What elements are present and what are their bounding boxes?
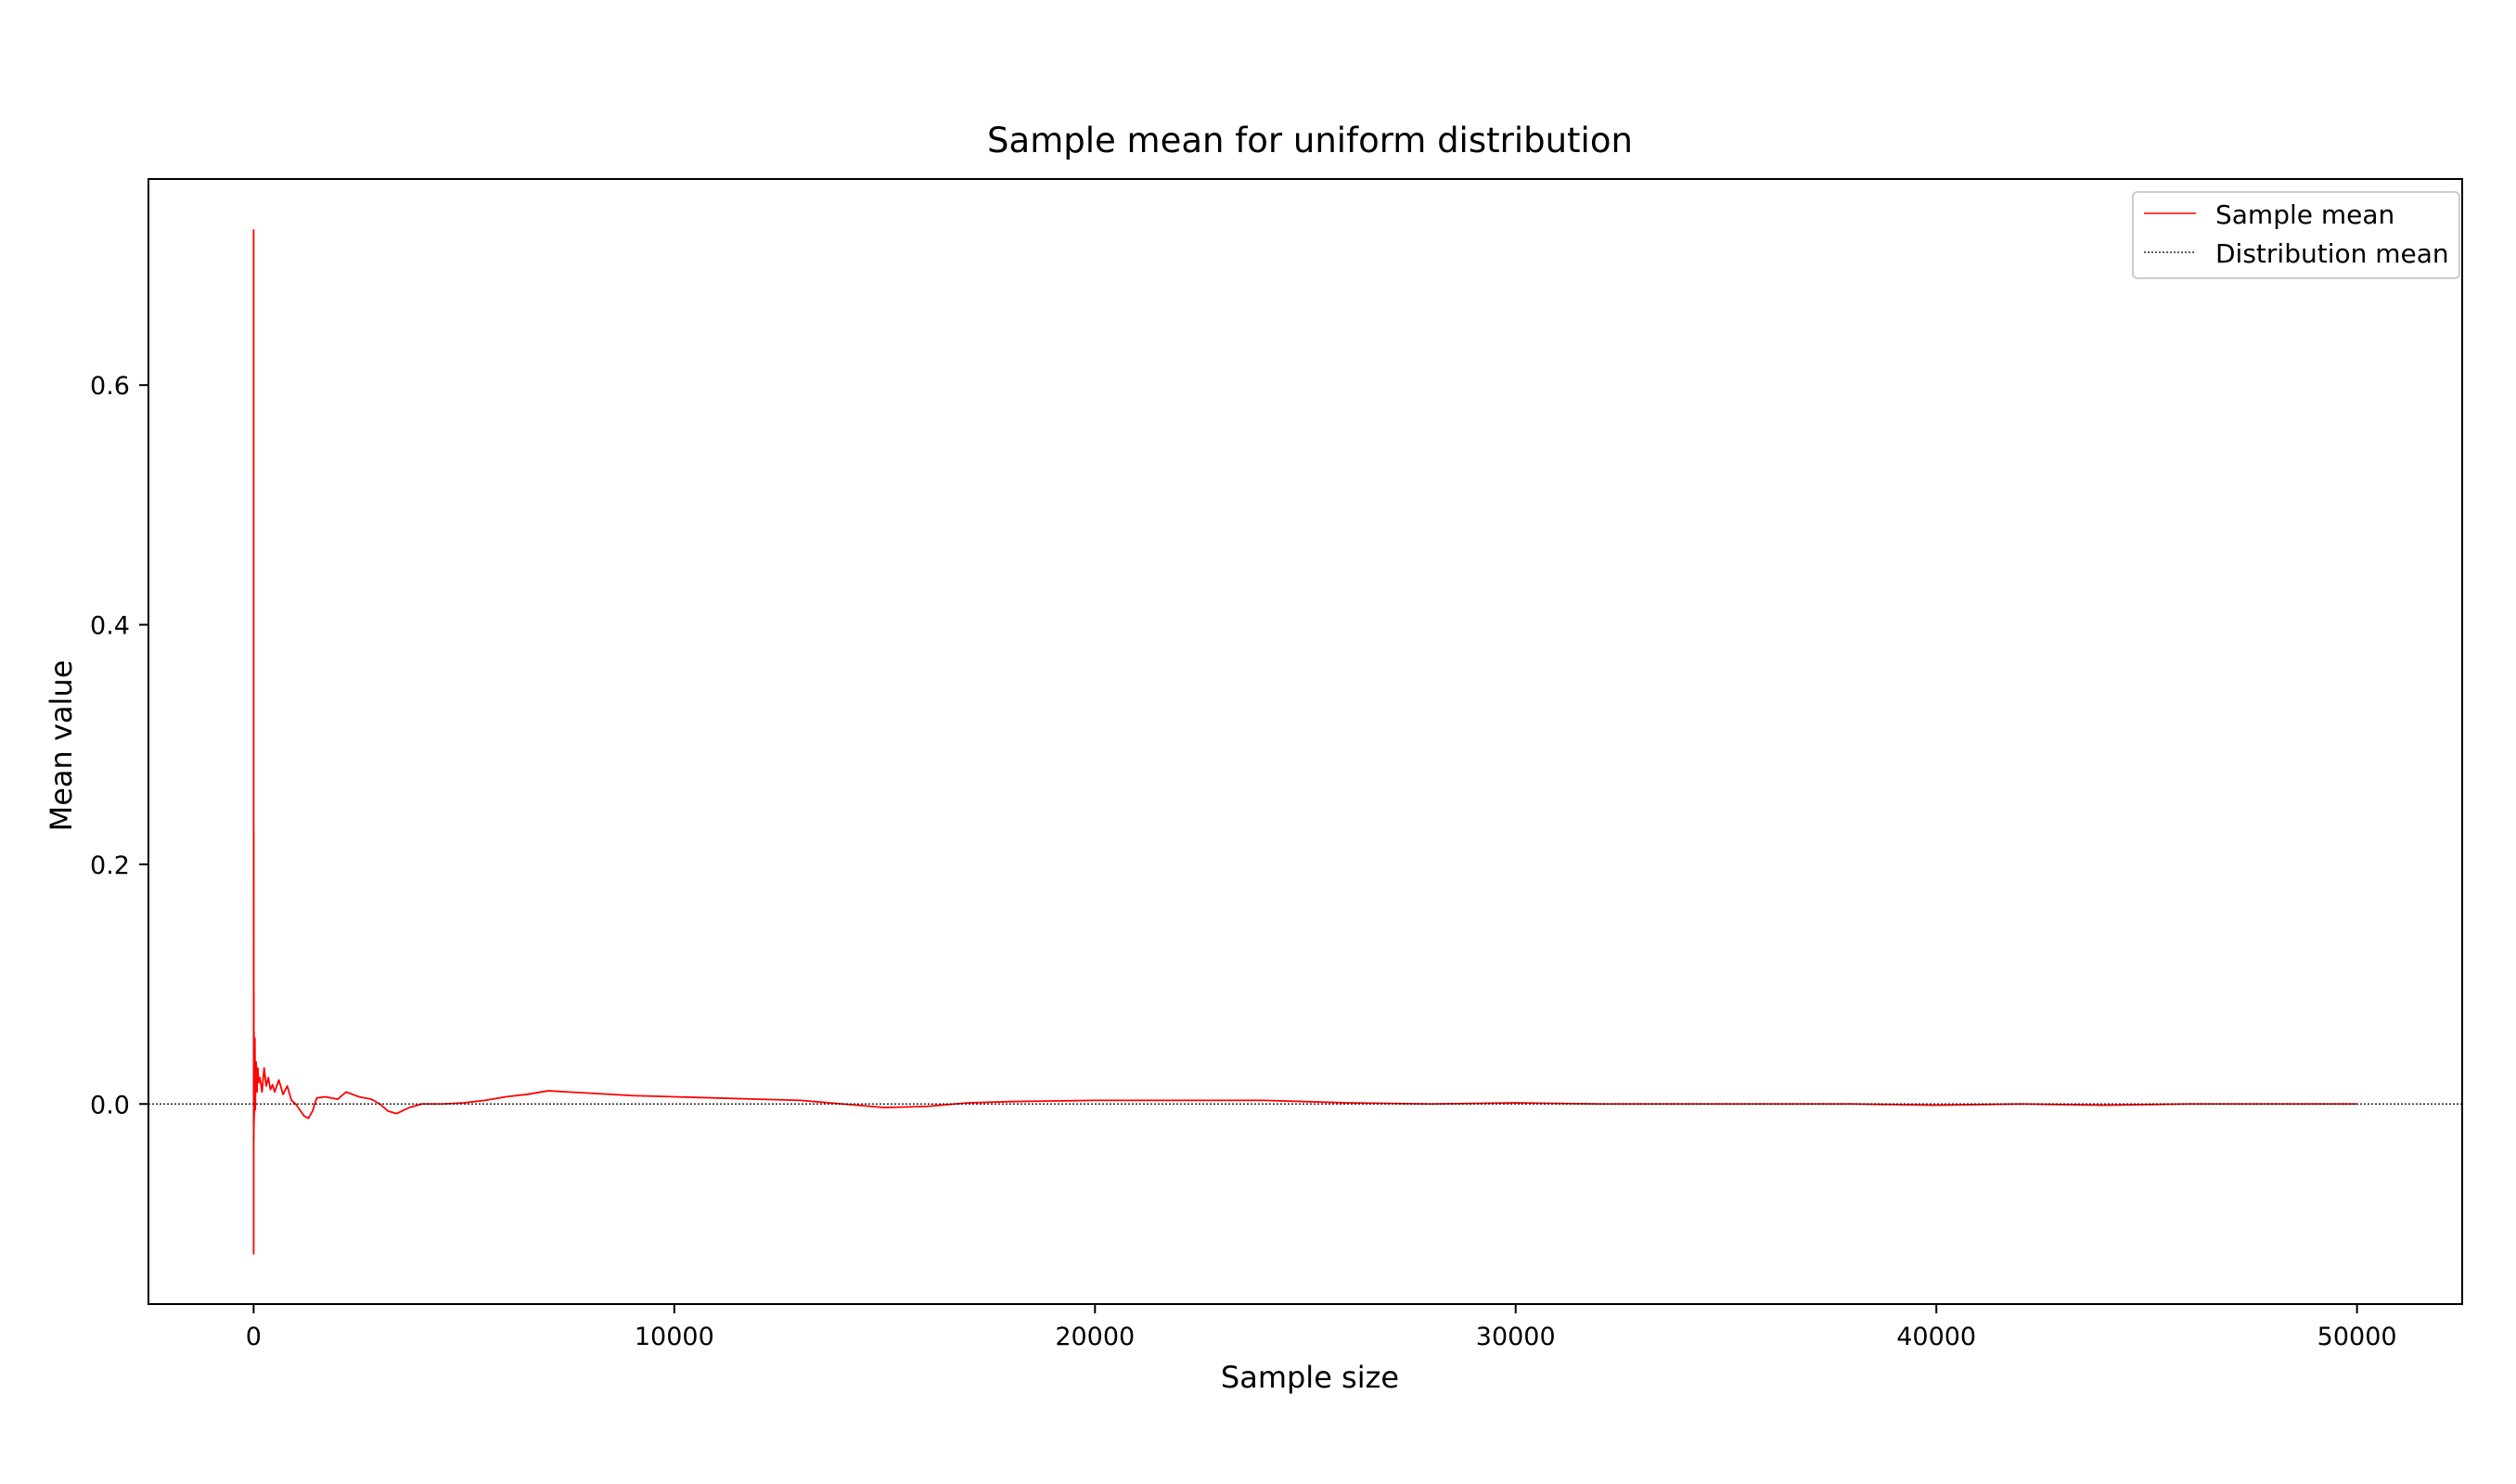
axes-frame	[148, 178, 2463, 1305]
x-tick-label: 0	[246, 1323, 262, 1351]
chart-title: Sample mean for uniform distribution	[987, 121, 1633, 160]
legend: Sample mean Distribution mean	[2132, 191, 2460, 279]
y-tick-label: 0.4	[90, 612, 130, 641]
series-line-sample-mean	[252, 229, 2357, 1255]
y-tick-label: 0.6	[90, 372, 130, 401]
y-tick-label: 0.2	[90, 851, 130, 880]
legend-label-distribution-mean: Distribution mean	[2215, 238, 2449, 269]
x-tick-label: 50000	[2317, 1323, 2397, 1351]
x-tick-label: 20000	[1055, 1323, 1135, 1351]
x-tick-label: 30000	[1476, 1323, 1556, 1351]
plot-area: 0 10000 20000 30000 40000 50000 0.0 0.2 0.4 0.6	[90, 178, 2463, 1351]
legend-label-sample-mean: Sample mean	[2215, 199, 2394, 230]
x-axis-label: Sample size	[1221, 1360, 1399, 1395]
y-tick-label: 0.0	[90, 1091, 130, 1119]
x-tick-label: 10000	[635, 1323, 714, 1351]
y-axis-label: Mean value	[44, 660, 79, 832]
legend-frame	[2132, 191, 2460, 279]
x-tick-label: 40000	[1896, 1323, 1976, 1351]
